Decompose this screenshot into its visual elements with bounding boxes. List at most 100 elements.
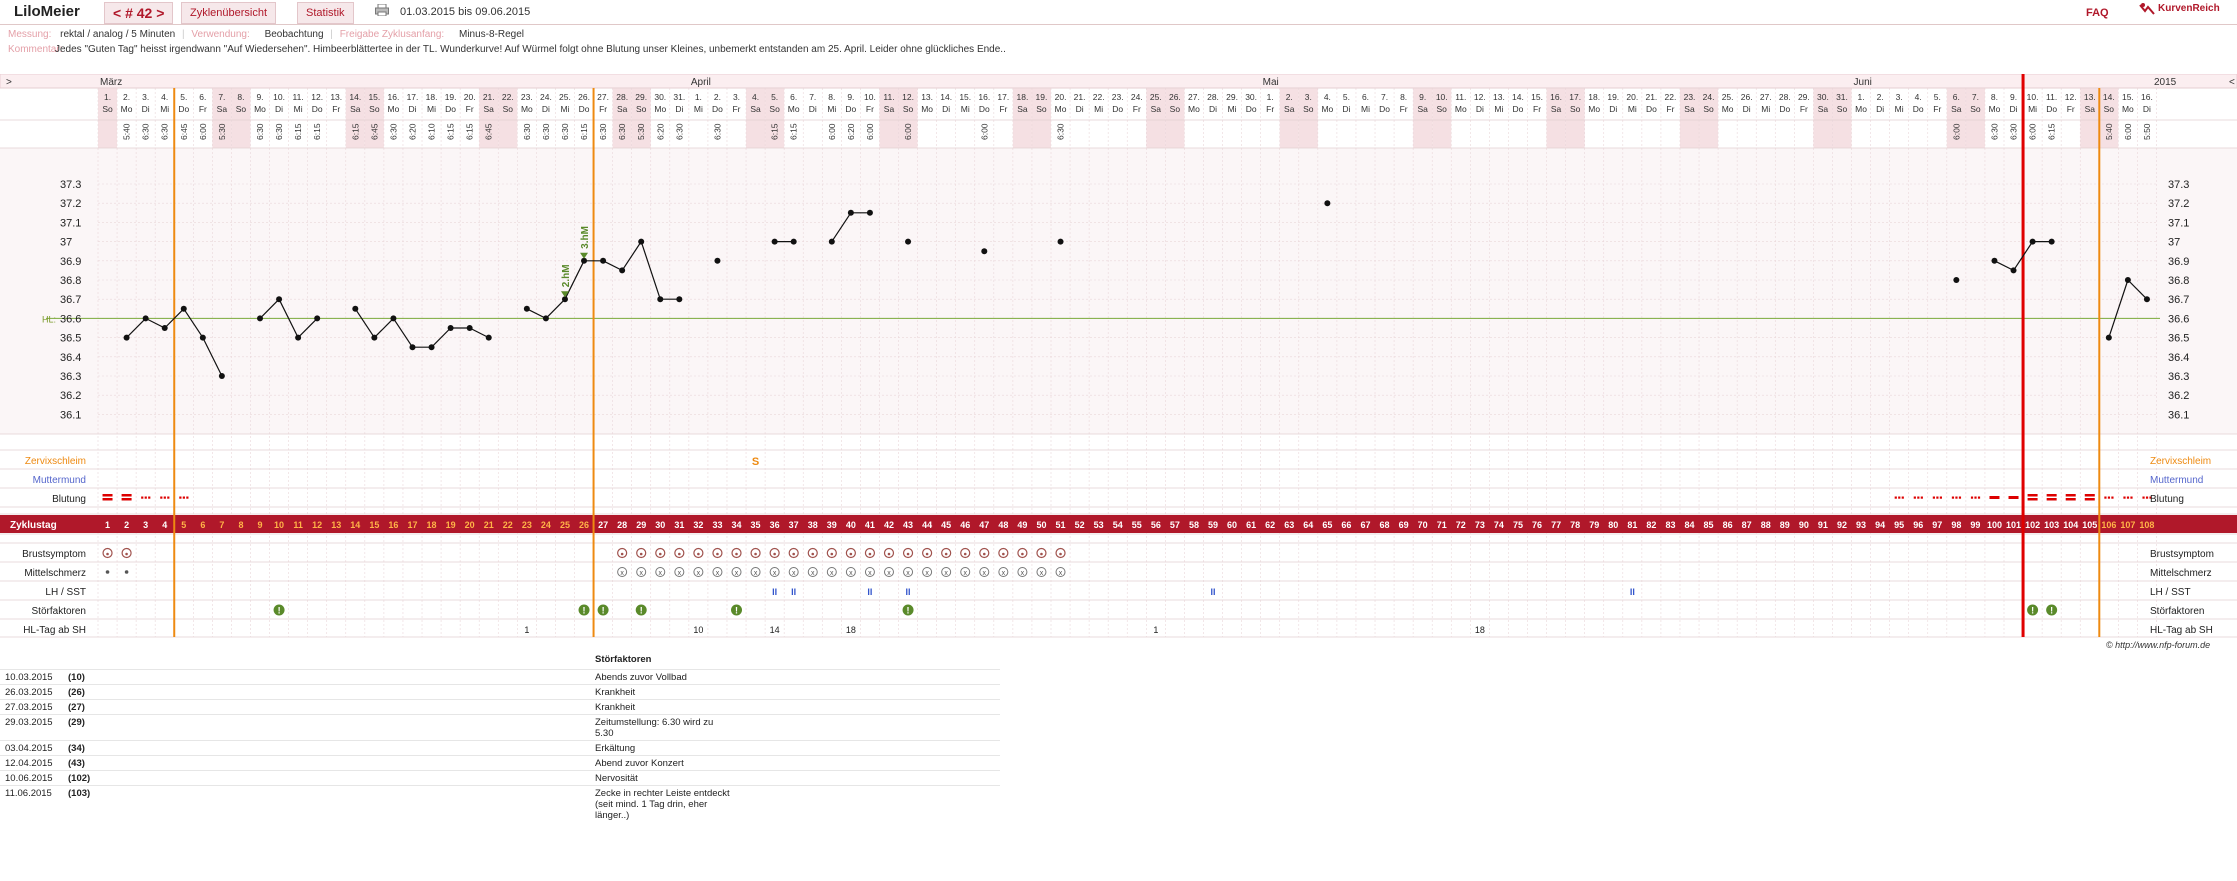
temperature-curve-segment (469, 327, 489, 339)
disturbance-icon (578, 604, 590, 616)
y-tick-right: 37.3 (2168, 179, 2189, 191)
day-of-month: 25. (1722, 92, 1734, 102)
day-of-month: 2. (1877, 92, 1884, 102)
comment-label: Kommentar: (8, 44, 63, 55)
weekend-column (231, 88, 251, 148)
weekday-label: So (1437, 104, 1448, 114)
day-of-month: 2. (123, 92, 130, 102)
breast-symptom-icon-dot (811, 552, 815, 556)
cycle-day-number: 15 (369, 520, 379, 530)
note-date: 27.03.2015 (5, 702, 53, 713)
cycle-day-number: 67 (1360, 520, 1370, 530)
temperature-curve-segment (526, 308, 547, 319)
measure-time: 6:30 (388, 123, 398, 140)
day-of-month: 3. (733, 92, 740, 102)
y-tick-right: 37 (2168, 237, 2180, 249)
day-of-month: 27. (597, 92, 609, 102)
use-value: Beobachtung (264, 29, 324, 40)
day-of-month: 11. (883, 92, 894, 102)
mittelschmerz-circle-icon (979, 567, 990, 577)
temperature-point (2143, 296, 2150, 303)
breast-symptom-icon (902, 547, 914, 559)
cycle-day-number: 1 (105, 520, 110, 530)
temperature-point (638, 238, 645, 245)
mittelschmerz-x-icon: x (659, 570, 663, 577)
cycle-day-number: 63 (1284, 520, 1294, 530)
faq-link[interactable]: FAQ (2086, 7, 2109, 19)
measure-time: 6:30 (598, 123, 608, 140)
day-of-month: 6. (199, 92, 206, 102)
bleeding-mark-light (160, 496, 163, 499)
cycle-day-number: 52 (1075, 520, 1085, 530)
day-of-month: 22. (1093, 92, 1105, 102)
note-row: 26.03.2015 (26) Krankheit (0, 684, 1000, 700)
cycle-day-number: 38 (808, 520, 818, 530)
temperature-curve-segment (373, 317, 394, 339)
day-of-month: 14. (940, 92, 952, 102)
weekday-label: Mo (1321, 104, 1333, 114)
lh-row-label-right: LH / SST (2150, 587, 2191, 598)
measure-time: 6:30 (1056, 123, 1066, 140)
day-of-month: 29. (635, 92, 647, 102)
cycle-day-number: 26 (579, 520, 589, 530)
bleeding-mark-light (1894, 496, 1897, 499)
day-of-month: 14. (349, 92, 361, 102)
mittelschmerz-circle-icon (941, 567, 952, 577)
cycle-day-number: 49 (1017, 520, 1027, 530)
cycle-day-number: 69 (1399, 520, 1409, 530)
meta-line: Messung: rektal / analog / 5 Minuten | V… (8, 29, 525, 40)
brand-link[interactable]: KurvenReich (2158, 3, 2220, 14)
tab-statistics[interactable]: Statistik (297, 2, 354, 24)
day-of-month: 11. (2046, 92, 2057, 102)
temperature-point (1324, 200, 1331, 207)
bleeding-mark-light (182, 496, 185, 499)
disturbance-icon (597, 604, 609, 616)
copyright[interactable]: © http://www.nfp-forum.de (2106, 640, 2211, 650)
y-tick-left: 36.8 (60, 275, 81, 287)
weekend-column (364, 88, 384, 148)
weekday-label: Do (312, 104, 323, 114)
cycle-day-number: 16 (388, 520, 398, 530)
cycle-day-number: 34 (732, 520, 742, 530)
bleeding-mark-light (179, 496, 182, 499)
day-of-month: 28. (1779, 92, 1791, 102)
cycle-day-number: 98 (1951, 520, 1961, 530)
breast-symptom-icon (826, 547, 837, 559)
cycle-day-number: 17 (407, 520, 417, 530)
month-label: April (691, 77, 711, 88)
cycle-day-number: 86 (1723, 520, 1733, 530)
disturbance-icon (731, 604, 743, 616)
cycle-selector-tab[interactable]: < # 42 > (104, 2, 174, 24)
day-of-month: 15. (959, 92, 971, 102)
cycle-day-number: 23 (522, 520, 532, 530)
bleeding-mark-light (1951, 496, 1955, 499)
note-date: 03.04.2015 (5, 743, 53, 754)
note-text: Krankheit (595, 687, 636, 698)
print-icon[interactable] (375, 4, 389, 16)
weekday-label: Mo (1989, 104, 2001, 114)
note-cycle-day: (27) (68, 702, 85, 713)
cycle-day-number: 106 (2101, 520, 2116, 530)
temperature-curve-segment (145, 317, 165, 329)
hl-day-number: 14 (770, 625, 780, 635)
mittelschmerz-x-icon: x (1059, 570, 1063, 577)
note-text: Abends zuvor Vollbad (595, 672, 687, 683)
cycle-day-number: 105 (2082, 520, 2097, 530)
y-tick-right: 36.5 (2168, 333, 2189, 345)
tab-cycle-overview[interactable]: Zyklenübersicht (181, 2, 277, 24)
cycle-day-number: 47 (979, 520, 989, 530)
cycle-day-number: 40 (846, 520, 856, 530)
weekday-label: Sa (750, 104, 761, 114)
breast-symptom-icon (617, 547, 628, 559)
cycle-day-number: 107 (2120, 520, 2135, 530)
weekday-label: Sa (1684, 104, 1695, 114)
breast-symptom-icon-dot (868, 552, 872, 556)
mittelschmerz-x-icon: x (773, 570, 777, 577)
bleeding-mark-light (1936, 496, 1939, 499)
cycle-day-number: 57 (1170, 520, 1180, 530)
day-of-month: 30. (1817, 92, 1829, 102)
cycle-day-number: 41 (865, 520, 875, 530)
bleeding-mark-light (2130, 496, 2133, 499)
measure-time: 6:30 (141, 123, 151, 140)
day-of-month: 14. (1512, 92, 1524, 102)
